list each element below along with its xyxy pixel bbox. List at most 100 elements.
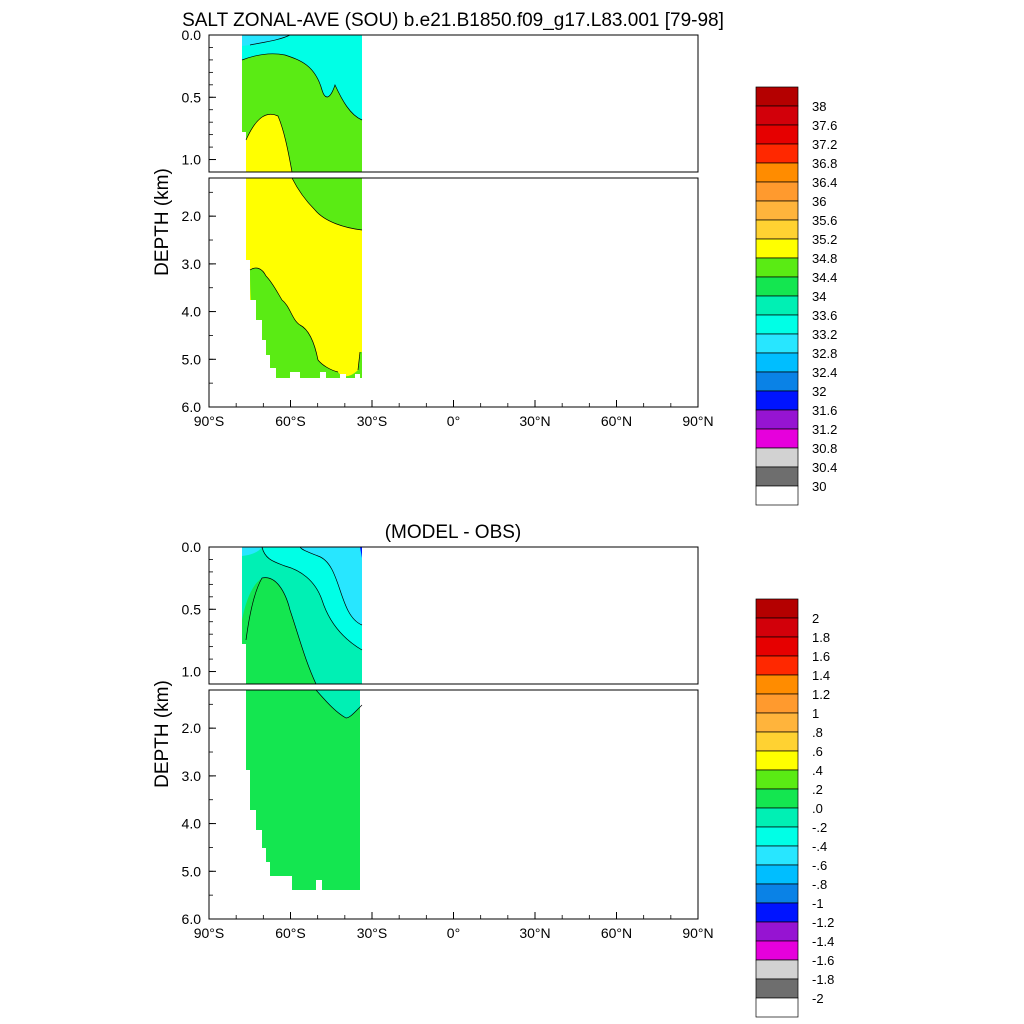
y-tick-label: 6.0 <box>182 399 202 415</box>
colorbar-swatch <box>755 333 799 354</box>
colorbar-swatch <box>755 352 799 373</box>
colorbar-label: 31.2 <box>812 422 837 437</box>
y-axis-label: DEPTH (km) <box>152 168 173 276</box>
upper-depth-plot <box>208 546 699 685</box>
y-tick-label: 0.0 <box>182 27 202 43</box>
x-tick-label: 60°N <box>601 925 632 941</box>
contour-line <box>245 114 293 173</box>
colorbar-swatch <box>755 883 799 904</box>
colorbar-label: .6 <box>812 744 823 759</box>
colorbar-label: -2 <box>812 991 824 1006</box>
y-tick-label: 4.0 <box>182 304 202 320</box>
colorbar-swatch <box>755 105 799 126</box>
colorbar-label: 30.8 <box>812 441 837 456</box>
x-tick-label: 90°S <box>194 413 225 429</box>
y-tick-label: 4.0 <box>182 816 202 832</box>
colorbar-label: 36.8 <box>812 156 837 171</box>
x-tick-label: 30°S <box>357 925 388 941</box>
contour-fill-0-0.2 <box>246 690 362 890</box>
contour-line <box>249 34 291 46</box>
colorbar-swatch <box>755 371 799 392</box>
colorbar-swatch <box>755 636 799 657</box>
contour-line <box>241 53 363 121</box>
land-mask <box>362 35 698 172</box>
colorbar-label: 36.4 <box>812 175 837 190</box>
x-tick-label: 30°S <box>357 413 388 429</box>
contour-fill--0.6--0.4 <box>300 547 362 625</box>
contour-line <box>299 546 363 626</box>
contour-line <box>249 267 339 373</box>
colorbar-swatch <box>755 997 799 1018</box>
colorbar-label: 30 <box>812 479 826 494</box>
colorbar-swatch <box>755 940 799 961</box>
land-mask <box>362 178 698 407</box>
axis-ticks: 90°S 60°S 30°S 0° 30°N 60°N 90°N 0.0 0.5 1.0 2.0 3.… <box>152 539 714 941</box>
colorbar-swatch <box>755 617 799 638</box>
colorbar-label: -1.6 <box>812 953 834 968</box>
y-tick-label: 0.0 <box>182 539 202 555</box>
land-mask <box>242 132 246 172</box>
colorbar-label: 38 <box>812 99 826 114</box>
x-tick-label: 0° <box>447 925 460 941</box>
colorbar-swatch <box>755 959 799 980</box>
colorbar-swatch <box>755 864 799 885</box>
salinity-panel: SALT ZONAL-AVE (SOU) b.e21.B1850.f09_g17… <box>152 10 724 429</box>
x-tick-label: 0° <box>447 413 460 429</box>
colorbar-swatch <box>755 826 799 847</box>
colorbar-swatch <box>755 750 799 771</box>
colorbar-label: 35.6 <box>812 213 837 228</box>
y-tick-label: 6.0 <box>182 911 202 927</box>
y-tick-label: 5.0 <box>182 351 202 367</box>
colorbar-swatch <box>755 86 799 107</box>
land-mask <box>362 547 698 684</box>
colorbar-swatch <box>755 124 799 145</box>
colorbar-swatch <box>755 447 799 468</box>
colorbar-swatch <box>755 238 799 259</box>
contour-line <box>315 689 363 719</box>
colorbar-difference: 21.81.61.41.21.8.6.4.2.0-.2-.4-.6-.8-1-1… <box>755 598 834 1018</box>
colorbar-label: 32.8 <box>812 346 837 361</box>
colorbar-label: -1 <box>812 896 824 911</box>
y-tick-label: 1.0 <box>182 152 202 168</box>
colorbar-swatch <box>755 466 799 487</box>
upper-depth-plot <box>208 34 699 173</box>
colorbar-label: .2 <box>812 782 823 797</box>
colorbar-swatch <box>755 162 799 183</box>
colorbar-swatch <box>755 314 799 335</box>
lower-depth-plot <box>208 689 699 920</box>
colorbar-swatch <box>755 693 799 714</box>
colorbar-label: -.4 <box>812 839 827 854</box>
colorbar-swatch <box>755 921 799 942</box>
y-tick-label: 1.0 <box>182 664 202 680</box>
colorbar-label: 1.4 <box>812 668 830 683</box>
x-tick-label: 60°S <box>275 925 306 941</box>
colorbar-swatch <box>755 731 799 752</box>
colorbar-swatch <box>755 295 799 316</box>
y-tick-label: 2.0 <box>182 208 202 224</box>
colorbar-label: 36 <box>812 194 826 209</box>
x-tick-label: 60°N <box>601 413 632 429</box>
y-tick-label: 3.0 <box>182 256 202 272</box>
colorbar-swatch <box>755 181 799 202</box>
panel-title: (MODEL - OBS) <box>385 522 522 543</box>
colorbar-swatch <box>755 143 799 164</box>
y-tick-label: 5.0 <box>182 863 202 879</box>
colorbar-label: -1.4 <box>812 934 834 949</box>
colorbar-swatch <box>755 219 799 240</box>
land-mask <box>209 35 242 172</box>
colorbar-label: 37.2 <box>812 137 837 152</box>
plot-frame <box>208 546 699 685</box>
colorbar-label: .8 <box>812 725 823 740</box>
land-mask <box>360 690 698 919</box>
colorbar-label: .0 <box>812 801 823 816</box>
contour-line <box>357 351 361 371</box>
x-tick-label: 90°S <box>194 925 225 941</box>
colorbar-swatch <box>755 390 799 411</box>
colorbar-label: 32.4 <box>812 365 837 380</box>
y-tick-label: 0.5 <box>182 601 202 617</box>
colorbar-swatch <box>755 598 799 619</box>
difference-panel: (MODEL - OBS) 90°S 60°S 30°S 0° 30°N 60°N 90°N <box>152 522 714 941</box>
colorbar-label: 34 <box>812 289 826 304</box>
colorbar-swatch <box>755 807 799 828</box>
